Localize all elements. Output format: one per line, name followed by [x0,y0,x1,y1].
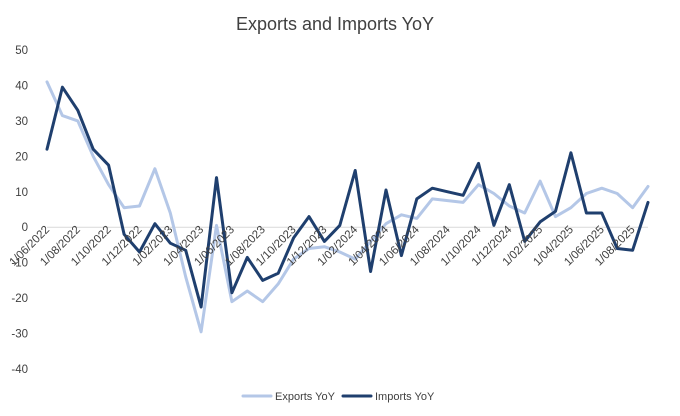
y-tick-label: -10 [11,258,28,270]
y-axis: -40 -30 -20 -10 0 10 20 30 40 50 [11,45,28,376]
y-tick-label: 50 [15,45,28,57]
legend-item-exports: Exports YoY [241,391,336,403]
chart-title: Exports and Imports YoY [236,14,434,34]
y-tick-label: -30 [11,329,28,341]
y-tick-label: 30 [15,116,28,128]
legend-label-imports: Imports YoY [375,391,435,403]
legend-label-exports: Exports YoY [275,391,336,403]
y-tick-label: 20 [15,151,28,163]
legend: Exports YoY Imports YoY [241,391,435,403]
legend-item-imports: Imports YoY [341,391,435,403]
y-tick-label: -20 [11,293,28,305]
y-tick-label: 0 [22,222,28,234]
series-layer [45,80,650,334]
series-line-exports-yoy [45,80,650,334]
y-tick-label: 40 [15,80,28,92]
series-line-imports-yoy [45,85,650,309]
y-tick-label: -40 [11,364,28,376]
y-tick-label: 10 [15,187,28,199]
